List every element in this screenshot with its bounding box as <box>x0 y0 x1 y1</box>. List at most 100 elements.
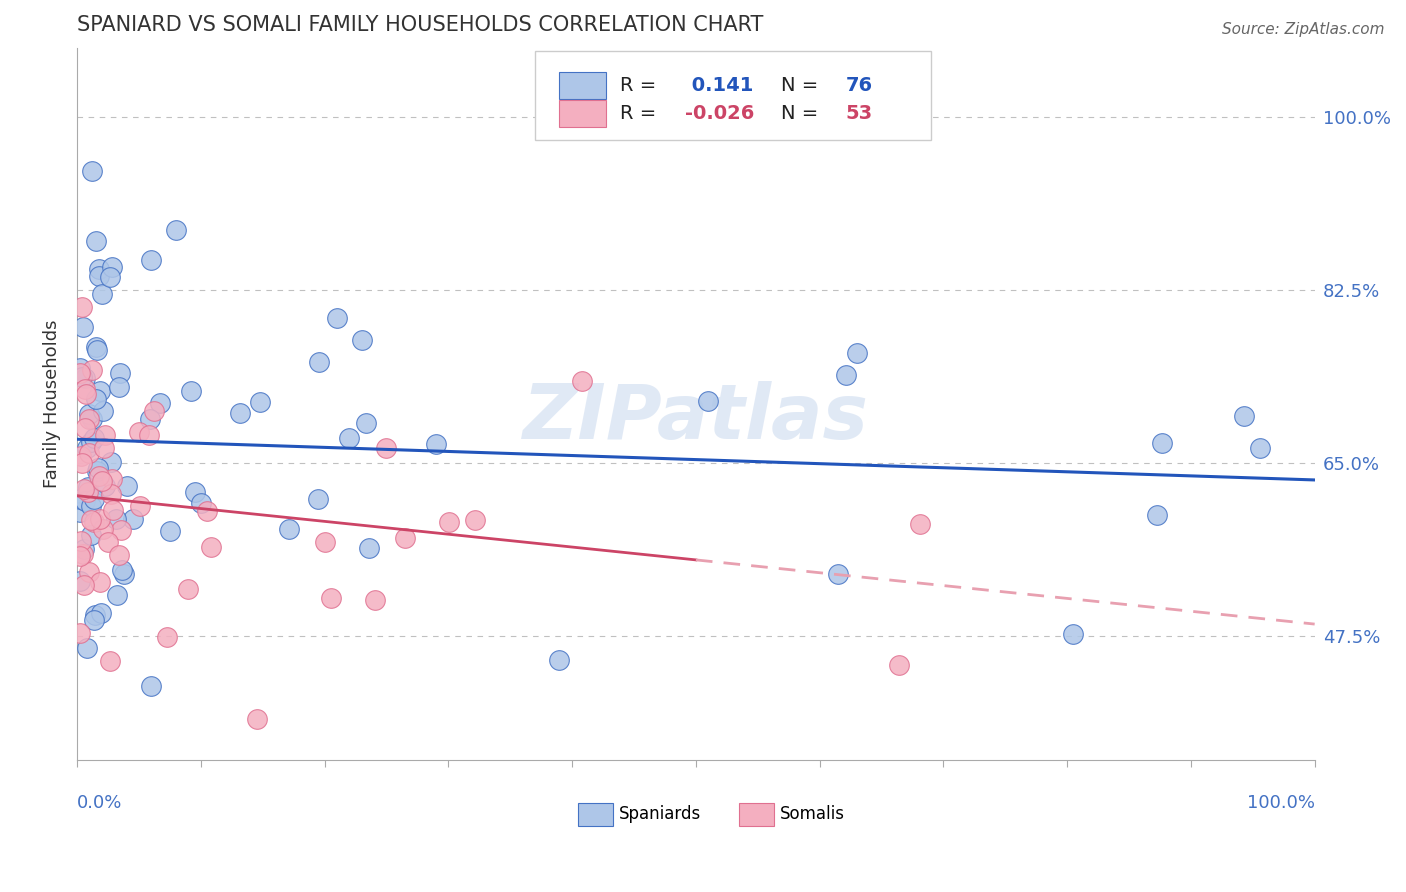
Point <box>75 387 97 401</box>
Point <box>887 658 910 673</box>
Point <box>84 607 107 622</box>
Point <box>77 565 100 579</box>
Text: 53: 53 <box>845 104 873 123</box>
Point <box>195 504 218 518</box>
Point <box>90 606 112 620</box>
Point <box>139 411 162 425</box>
Point <box>98 655 121 669</box>
Point <box>156 630 179 644</box>
Point <box>117 479 139 493</box>
Point <box>105 512 128 526</box>
Point <box>69 626 91 640</box>
Point <box>166 223 188 237</box>
Point <box>128 425 150 439</box>
Point <box>98 269 121 284</box>
Point <box>200 540 222 554</box>
Point <box>77 407 100 421</box>
Text: N =: N = <box>782 77 825 95</box>
Point <box>69 361 91 376</box>
Point <box>571 374 593 388</box>
Point <box>105 588 128 602</box>
Point <box>364 592 387 607</box>
Point <box>75 382 97 396</box>
Point <box>108 366 131 380</box>
Point <box>184 485 207 500</box>
Point <box>89 574 111 589</box>
Point <box>80 164 103 178</box>
Point <box>129 500 152 514</box>
Point <box>80 363 103 377</box>
Point <box>177 582 200 597</box>
Text: -0.026: -0.026 <box>685 104 754 123</box>
Point <box>337 431 360 445</box>
Point <box>143 404 166 418</box>
Point <box>77 412 100 426</box>
Point <box>93 403 115 417</box>
Text: 100.0%: 100.0% <box>1247 794 1315 813</box>
Point <box>138 428 160 442</box>
Point <box>70 456 93 470</box>
Point <box>70 534 93 549</box>
Point <box>73 578 96 592</box>
Point <box>159 524 181 539</box>
Point <box>86 343 108 357</box>
Point <box>77 446 100 460</box>
Point <box>375 442 398 456</box>
Text: N =: N = <box>782 104 825 123</box>
Point <box>93 427 115 442</box>
Point <box>437 516 460 530</box>
Point <box>70 449 93 463</box>
Text: R =: R = <box>620 104 662 123</box>
Point <box>141 679 163 693</box>
Point <box>83 515 105 529</box>
Point <box>1146 508 1168 523</box>
Point <box>79 528 101 542</box>
Point <box>91 522 114 536</box>
Point <box>846 345 869 359</box>
Point <box>326 311 349 326</box>
Point <box>73 371 96 385</box>
Point <box>464 513 486 527</box>
Text: R =: R = <box>620 77 662 95</box>
Point <box>72 482 94 496</box>
Point <box>697 394 720 409</box>
Point <box>87 269 110 284</box>
Point <box>76 441 98 455</box>
Point <box>70 369 93 384</box>
Text: 0.0%: 0.0% <box>77 794 122 813</box>
Point <box>394 531 416 545</box>
Point <box>308 491 330 506</box>
Point <box>84 392 107 406</box>
Point <box>359 541 381 556</box>
Point <box>100 472 122 486</box>
Point <box>1233 409 1256 424</box>
Point <box>278 522 301 536</box>
Point <box>69 492 91 507</box>
Point <box>101 260 124 274</box>
Point <box>75 493 97 508</box>
FancyBboxPatch shape <box>558 100 606 128</box>
Point <box>94 479 117 493</box>
Point <box>91 475 114 489</box>
Point <box>112 566 135 581</box>
Point <box>80 513 103 527</box>
Point <box>80 499 103 513</box>
Point <box>97 535 120 549</box>
Point <box>1152 436 1174 450</box>
FancyBboxPatch shape <box>558 72 606 99</box>
Text: ZIPatlas: ZIPatlas <box>523 381 869 455</box>
Point <box>69 574 91 589</box>
Y-axis label: Family Households: Family Households <box>44 319 60 488</box>
Point <box>76 480 98 494</box>
Point <box>908 517 931 532</box>
Point <box>83 613 105 627</box>
Point <box>72 547 94 561</box>
FancyBboxPatch shape <box>536 51 931 140</box>
Text: 76: 76 <box>845 77 873 95</box>
Point <box>84 339 107 353</box>
Point <box>69 505 91 519</box>
Point <box>108 548 131 562</box>
Point <box>319 591 342 606</box>
Point <box>83 491 105 506</box>
Point <box>1062 627 1084 641</box>
